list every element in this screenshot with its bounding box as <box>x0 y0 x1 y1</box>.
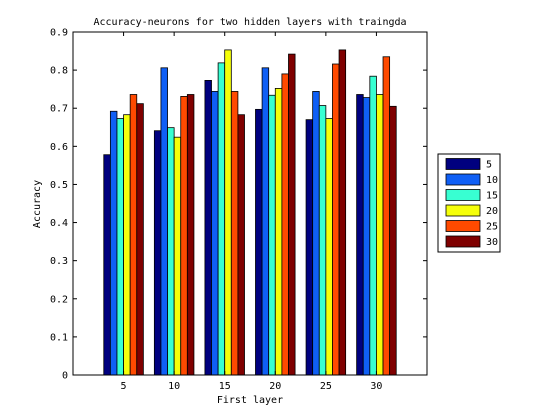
x-axis-label: First layer <box>217 395 283 406</box>
legend-swatch <box>445 235 481 248</box>
legend-swatch <box>445 189 481 201</box>
bar-series-30-cat-15 <box>237 114 245 376</box>
bar-series-20-cat-15 <box>224 49 232 376</box>
bar-series-5-cat-10 <box>153 130 162 376</box>
bar-series-25-cat-15 <box>230 91 239 376</box>
bar-series-25-cat-10 <box>180 96 188 376</box>
x-tick-label: 25 <box>320 381 332 392</box>
bar-series-10-cat-5 <box>109 110 118 376</box>
legend-swatch <box>445 220 481 232</box>
bar-series-15-cat-20 <box>268 94 276 376</box>
legend-label: 20 <box>486 206 498 217</box>
bar-series-20-cat-20 <box>274 88 283 376</box>
legend-label: 15 <box>486 191 498 202</box>
y-tick-label: 0.1 <box>50 332 68 343</box>
bar-series-25-cat-5 <box>129 94 138 376</box>
legend-swatch <box>445 158 481 170</box>
x-tick-label: 15 <box>219 381 231 392</box>
bar-series-5-cat-25 <box>305 119 314 376</box>
x-tick-label: 20 <box>269 381 281 392</box>
legend-swatch <box>445 173 481 186</box>
bar-series-10-cat-25 <box>312 91 320 376</box>
bar-series-15-cat-10 <box>167 127 175 376</box>
legend: 5 10 15 20 25 30 <box>437 153 501 253</box>
y-tick-label: 0.7 <box>50 104 68 115</box>
bar-series-20-cat-5 <box>123 114 131 376</box>
bar-series-25-cat-20 <box>281 73 289 376</box>
y-tick-label: 0.2 <box>50 294 68 305</box>
bar-series-10-cat-10 <box>160 67 168 376</box>
plot-frame <box>72 31 428 376</box>
x-axis: 5 10 15 20 25 30 <box>121 32 382 392</box>
x-tick-label: 5 <box>121 381 127 392</box>
bar-series-5-cat-5 <box>103 154 111 376</box>
bars-layer <box>103 49 397 376</box>
bar-series-25-cat-25 <box>332 63 340 376</box>
bar-series-20-cat-30 <box>376 94 384 376</box>
y-tick-label: 0.9 <box>50 28 68 39</box>
bar-series-10-cat-20 <box>261 67 270 376</box>
bar-series-5-cat-30 <box>356 94 364 376</box>
bar-series-5-cat-20 <box>255 108 263 376</box>
y-tick-label: 0 <box>62 371 68 382</box>
bar-series-30-cat-30 <box>389 105 397 376</box>
legend-label: 30 <box>486 237 498 248</box>
x-tick-label: 10 <box>168 381 180 392</box>
x-tick-label: 30 <box>370 381 382 392</box>
bar-series-15-cat-15 <box>217 62 226 376</box>
y-tick-label: 0.6 <box>50 142 68 153</box>
bar-series-30-cat-10 <box>186 94 195 376</box>
bar-series-15-cat-30 <box>369 75 377 376</box>
y-tick-label: 0.8 <box>50 66 68 77</box>
bar-series-30-cat-25 <box>338 49 347 376</box>
y-axis: 0 0.1 0.2 0.3 0.4 0.5 0.6 0.7 0.8 0.9 <box>50 28 427 382</box>
y-tick-label: 0.4 <box>50 218 68 229</box>
bar-series-25-cat-30 <box>382 56 391 376</box>
chart-title: Accuracy-neurons for two hidden layers w… <box>93 17 406 28</box>
bar-series-15-cat-5 <box>116 118 124 376</box>
bar-series-20-cat-10 <box>173 136 182 376</box>
bar-series-15-cat-25 <box>318 105 327 376</box>
bar-series-20-cat-25 <box>325 118 333 376</box>
legend-label: 25 <box>486 222 498 233</box>
y-tick-label: 0.3 <box>50 256 68 267</box>
legend-swatch <box>445 204 481 217</box>
bar-series-10-cat-30 <box>362 97 371 376</box>
y-axis-label: Accuracy <box>32 180 43 228</box>
legend-label: 5 <box>486 160 492 171</box>
bar-series-10-cat-15 <box>211 91 219 376</box>
y-tick-label: 0.5 <box>50 180 68 191</box>
legend-label: 10 <box>486 175 498 186</box>
bar-series-5-cat-15 <box>204 80 212 376</box>
bar-series-30-cat-20 <box>288 53 296 376</box>
bar-series-30-cat-5 <box>136 103 144 376</box>
